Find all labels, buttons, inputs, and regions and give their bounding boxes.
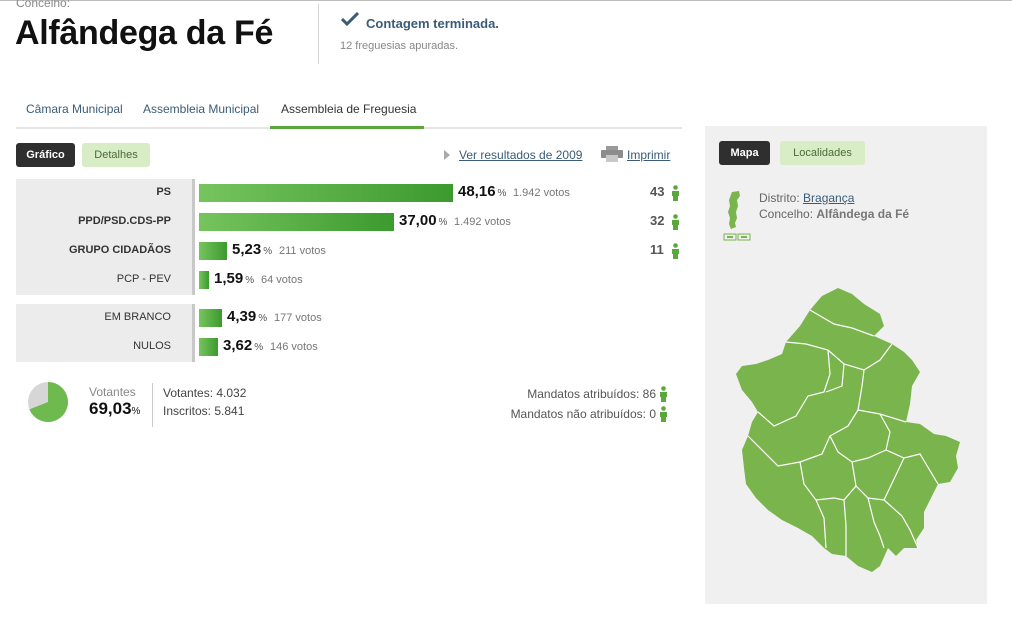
votes-count: 177 votos [274, 312, 322, 324]
pct-value: 3,62 [223, 337, 253, 354]
result-bar [199, 309, 222, 327]
person-icon [672, 185, 679, 201]
result-percentage: 5,23% [232, 241, 272, 258]
votes-count: 211 votos [279, 245, 326, 257]
result-row: PPD/PSD.CDS-PP 37,00% 1.492 votos 32 [16, 208, 682, 237]
result-percentage: 3,62% [223, 337, 263, 354]
votes-count: 1.942 votos [513, 187, 570, 199]
votes-count: 64 votos [261, 274, 303, 286]
check-icon [341, 12, 359, 26]
concelho-info: Concelho: Alfândega da Fé [759, 207, 909, 221]
ver-resultados-2009-link[interactable]: Ver resultados de 2009 [459, 148, 583, 162]
mandatos-count: 32 [650, 213, 665, 228]
grafico-button[interactable]: Gráfico [16, 143, 75, 167]
status-text: Contagem terminada. [366, 16, 499, 31]
detalhes-button[interactable]: Detalhes [82, 143, 150, 167]
pct-value: 48,16 [458, 183, 496, 200]
party-label: PPD/PSD.CDS-PP [78, 215, 171, 227]
result-row: PS 48,16% 1.942 votos 43 [16, 179, 682, 208]
pct-symbol: % [245, 275, 255, 286]
votantes-pie-chart [28, 382, 68, 422]
pct-value: 4,39 [227, 308, 257, 325]
tab-assembleia-freguesia[interactable]: Assembleia de Freguesia [270, 97, 424, 129]
pct-value: 5,23 [232, 241, 262, 258]
concelho-outline [736, 288, 960, 572]
header-divider [318, 4, 319, 64]
result-percentage: 48,16% [458, 183, 506, 200]
result-row: GRUPO CIDADÃOS 5,23% 211 votos 11 [16, 237, 682, 266]
distrito-info: Distrito: Bragança [759, 191, 854, 205]
distrito-label: Distrito: [759, 191, 800, 205]
inscritos-count: Inscritos: 5.841 [163, 404, 245, 418]
votes-count: 146 votos [270, 341, 318, 353]
party-label: PS [156, 186, 171, 198]
votantes-pie-slice [29, 382, 68, 422]
votes-count: 1.492 votos [454, 216, 511, 228]
result-row: PCP - PEV 1,59% 64 votos [16, 266, 682, 295]
result-bar [199, 213, 394, 231]
parties-bar-divider [192, 179, 195, 295]
votantes-percentage: 69,03% [89, 399, 140, 419]
pct-symbol: % [438, 217, 448, 228]
pct-value: 37,00 [399, 212, 437, 229]
person-icon [660, 406, 667, 422]
person-icon [672, 214, 679, 230]
result-percentage: 4,39% [227, 308, 267, 325]
election-tabs: Câmara Municipal Assembleia Municipal As… [16, 97, 682, 129]
person-icon [672, 243, 679, 259]
party-label: GRUPO CIDADÃOS [68, 244, 171, 256]
result-row: NULOS 3,62% 146 votos [16, 333, 682, 362]
mandatos-count: 11 [650, 242, 664, 257]
result-bar [199, 271, 209, 289]
pct-symbol: % [497, 188, 507, 199]
freguesias-apuradas: 12 freguesias apuradas. [340, 40, 459, 52]
concelho-name-map: Alfândega da Fé [816, 207, 910, 221]
mandatos-atribuidos: Mandatos atribuídos: 86 [527, 387, 656, 401]
concelho-freguesias-map[interactable] [734, 286, 964, 578]
summary-divider [152, 383, 153, 427]
concelho-label: Concelho: [16, 0, 71, 10]
party-label: PCP - PEV [116, 273, 171, 285]
page-title: Alfândega da Fé [15, 14, 274, 52]
pct-symbol: % [263, 246, 273, 257]
distrito-link[interactable]: Bragança [803, 191, 855, 205]
tab-assembleia-municipal[interactable]: Assembleia Municipal [143, 102, 260, 116]
party-label: EM BRANCO [104, 311, 171, 323]
localidades-button[interactable]: Localidades [780, 141, 865, 165]
map-panel: Mapa Localidades Distrito: Bragança Conc… [705, 126, 987, 604]
pct-symbol: % [254, 342, 264, 353]
votantes-count: Votantes: 4.032 [163, 386, 247, 400]
other-votes-label-block [16, 304, 192, 362]
result-percentage: 1,59% [214, 270, 254, 287]
imprimir-link[interactable]: Imprimir [627, 148, 671, 162]
mandatos-count: 43 [650, 184, 665, 199]
votantes-pct-value: 69,03 [89, 399, 132, 418]
mandatos-nao-atribuidos: Mandatos não atribuídos: 0 [510, 407, 656, 421]
top-border [0, 0, 1012, 1]
votantes-label: Votantes [89, 385, 136, 399]
result-percentage: 37,00% [399, 212, 447, 229]
result-bar [199, 184, 453, 202]
pct-value: 1,59 [214, 270, 244, 287]
result-bar [199, 338, 218, 356]
play-arrow-icon [444, 150, 450, 160]
portugal-minimap-icon[interactable] [723, 190, 751, 242]
concelho-label-map: Concelho: [759, 207, 814, 221]
pct-symbol: % [258, 313, 268, 324]
tab-camara-municipal[interactable]: Câmara Municipal [26, 102, 123, 116]
result-row: EM BRANCO 4,39% 177 votos [16, 304, 682, 333]
pct-symbol: % [131, 406, 141, 417]
party-label: NULOS [133, 340, 171, 352]
parties-label-block [16, 179, 192, 295]
person-icon [660, 386, 667, 402]
other-votes-bar-divider [192, 304, 195, 362]
mapa-button[interactable]: Mapa [719, 141, 770, 165]
printer-icon[interactable] [601, 146, 623, 162]
result-bar [199, 242, 227, 260]
